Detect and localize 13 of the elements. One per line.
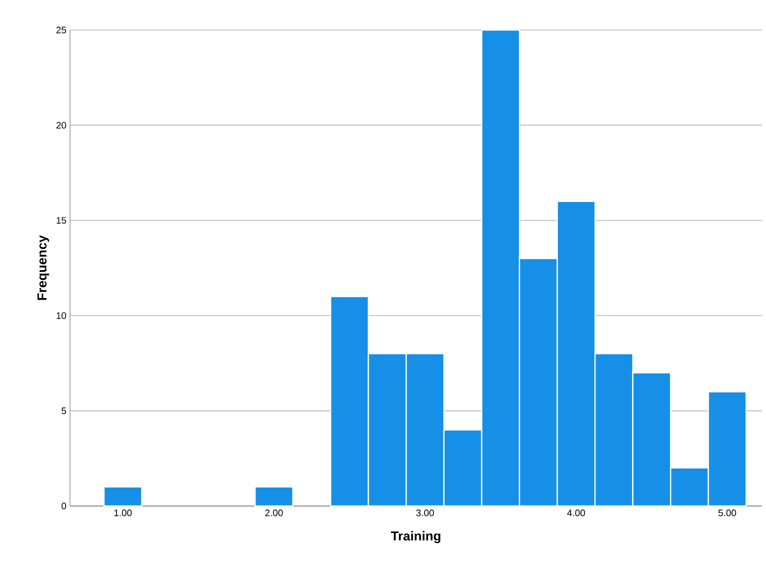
x-tick-label: 5.00: [718, 510, 736, 516]
y-tick-label: 20: [56, 122, 66, 129]
x-tick-label: 3.00: [416, 510, 434, 516]
y-tick-label: 15: [56, 217, 66, 224]
y-tick-label: 10: [56, 312, 66, 319]
y-tick-label: 0: [62, 502, 66, 510]
x-axis-title: Training: [390, 531, 440, 544]
x-tick-label: 2.00: [265, 510, 283, 516]
y-tick-label: 5: [62, 407, 66, 414]
y-tick-label: 25: [56, 26, 66, 34]
x-tick-label: 1.00: [114, 510, 132, 516]
y-axis-title: Frequency: [38, 235, 50, 300]
x-tick-label: 4.00: [567, 510, 585, 516]
